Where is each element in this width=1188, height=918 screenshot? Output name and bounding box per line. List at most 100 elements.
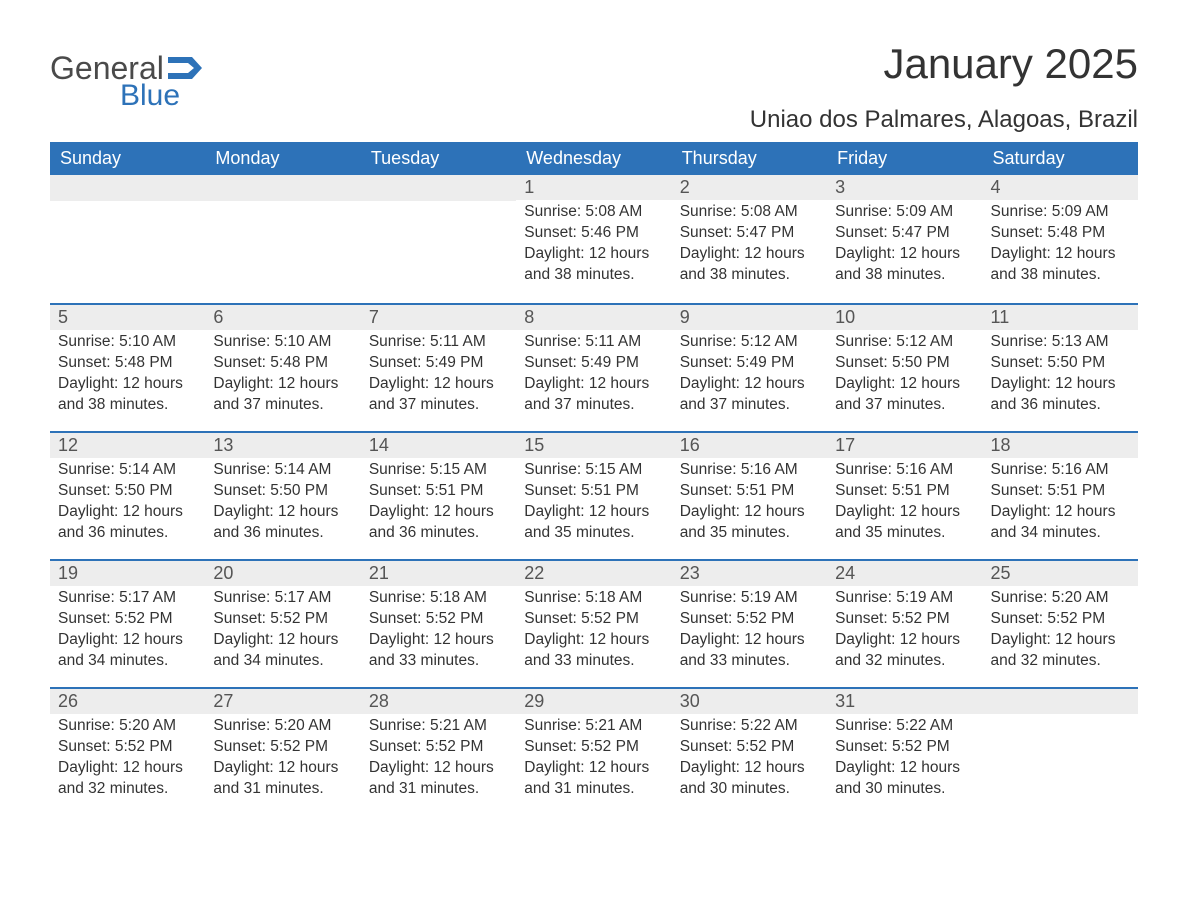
day-d1: Daylight: 12 hours <box>524 244 663 265</box>
day-ss: Sunset: 5:47 PM <box>835 223 974 244</box>
calendar-cell: 7Sunrise: 5:11 AMSunset: 5:49 PMDaylight… <box>361 303 516 431</box>
day-body: Sunrise: 5:18 AMSunset: 5:52 PMDaylight:… <box>361 586 516 680</box>
day-d1: Daylight: 12 hours <box>680 758 819 779</box>
day-d1: Daylight: 12 hours <box>680 502 819 523</box>
day-sr: Sunrise: 5:17 AM <box>213 588 352 609</box>
calendar-cell: 2Sunrise: 5:08 AMSunset: 5:47 PMDaylight… <box>672 175 827 303</box>
day-d2: and 38 minutes. <box>991 265 1130 286</box>
day-d2: and 34 minutes. <box>991 523 1130 544</box>
calendar-cell <box>361 175 516 303</box>
day-number <box>983 687 1138 714</box>
day-number: 24 <box>827 559 982 586</box>
calendar-cell: 25Sunrise: 5:20 AMSunset: 5:52 PMDayligh… <box>983 559 1138 687</box>
day-d1: Daylight: 12 hours <box>213 758 352 779</box>
day-d2: and 38 minutes. <box>58 395 197 416</box>
day-number: 15 <box>516 431 671 458</box>
calendar-cell: 29Sunrise: 5:21 AMSunset: 5:52 PMDayligh… <box>516 687 671 815</box>
calendar-body: 1Sunrise: 5:08 AMSunset: 5:46 PMDaylight… <box>50 175 1138 815</box>
day-ss: Sunset: 5:52 PM <box>369 609 508 630</box>
day-d2: and 37 minutes. <box>213 395 352 416</box>
calendar-cell: 16Sunrise: 5:16 AMSunset: 5:51 PMDayligh… <box>672 431 827 559</box>
day-number: 7 <box>361 303 516 330</box>
day-body: Sunrise: 5:15 AMSunset: 5:51 PMDaylight:… <box>361 458 516 552</box>
calendar-table: SundayMondayTuesdayWednesdayThursdayFrid… <box>50 142 1138 815</box>
calendar-cell: 10Sunrise: 5:12 AMSunset: 5:50 PMDayligh… <box>827 303 982 431</box>
day-d1: Daylight: 12 hours <box>524 374 663 395</box>
day-number: 3 <box>827 175 982 200</box>
day-d1: Daylight: 12 hours <box>524 758 663 779</box>
day-number: 5 <box>50 303 205 330</box>
day-sr: Sunrise: 5:10 AM <box>213 332 352 353</box>
day-number: 16 <box>672 431 827 458</box>
day-d1: Daylight: 12 hours <box>369 758 508 779</box>
day-number: 27 <box>205 687 360 714</box>
day-number: 30 <box>672 687 827 714</box>
day-number: 26 <box>50 687 205 714</box>
day-sr: Sunrise: 5:12 AM <box>835 332 974 353</box>
day-ss: Sunset: 5:51 PM <box>369 481 508 502</box>
day-ss: Sunset: 5:52 PM <box>991 609 1130 630</box>
calendar-week-row: 19Sunrise: 5:17 AMSunset: 5:52 PMDayligh… <box>50 559 1138 687</box>
day-sr: Sunrise: 5:22 AM <box>835 716 974 737</box>
day-body: Sunrise: 5:14 AMSunset: 5:50 PMDaylight:… <box>205 458 360 552</box>
day-number: 18 <box>983 431 1138 458</box>
day-ss: Sunset: 5:50 PM <box>835 353 974 374</box>
day-ss: Sunset: 5:52 PM <box>58 737 197 758</box>
day-d2: and 35 minutes. <box>524 523 663 544</box>
day-d1: Daylight: 12 hours <box>58 374 197 395</box>
day-sr: Sunrise: 5:12 AM <box>680 332 819 353</box>
day-ss: Sunset: 5:46 PM <box>524 223 663 244</box>
day-number <box>361 175 516 201</box>
day-sr: Sunrise: 5:15 AM <box>524 460 663 481</box>
day-body: Sunrise: 5:08 AMSunset: 5:47 PMDaylight:… <box>672 200 827 294</box>
day-number: 31 <box>827 687 982 714</box>
weekday-header: Tuesday <box>361 142 516 175</box>
day-sr: Sunrise: 5:19 AM <box>835 588 974 609</box>
day-d2: and 36 minutes. <box>58 523 197 544</box>
day-number: 14 <box>361 431 516 458</box>
day-sr: Sunrise: 5:16 AM <box>991 460 1130 481</box>
day-d1: Daylight: 12 hours <box>680 374 819 395</box>
day-d2: and 36 minutes. <box>213 523 352 544</box>
day-d1: Daylight: 12 hours <box>524 502 663 523</box>
day-d2: and 32 minutes. <box>58 779 197 800</box>
day-d1: Daylight: 12 hours <box>58 502 197 523</box>
calendar-cell: 17Sunrise: 5:16 AMSunset: 5:51 PMDayligh… <box>827 431 982 559</box>
day-d1: Daylight: 12 hours <box>369 630 508 651</box>
day-d2: and 38 minutes. <box>680 265 819 286</box>
day-sr: Sunrise: 5:11 AM <box>524 332 663 353</box>
day-body: Sunrise: 5:21 AMSunset: 5:52 PMDaylight:… <box>516 714 671 808</box>
day-d1: Daylight: 12 hours <box>991 374 1130 395</box>
day-ss: Sunset: 5:48 PM <box>58 353 197 374</box>
day-d1: Daylight: 12 hours <box>369 502 508 523</box>
day-d2: and 30 minutes. <box>835 779 974 800</box>
day-ss: Sunset: 5:52 PM <box>680 737 819 758</box>
day-body <box>983 714 1138 724</box>
day-d1: Daylight: 12 hours <box>835 758 974 779</box>
month-title: January 2025 <box>750 40 1138 88</box>
day-d1: Daylight: 12 hours <box>213 630 352 651</box>
day-number: 11 <box>983 303 1138 330</box>
day-d1: Daylight: 12 hours <box>58 630 197 651</box>
day-d1: Daylight: 12 hours <box>991 244 1130 265</box>
logo: General Blue <box>50 40 202 113</box>
calendar-cell: 11Sunrise: 5:13 AMSunset: 5:50 PMDayligh… <box>983 303 1138 431</box>
day-d2: and 36 minutes. <box>369 523 508 544</box>
day-number: 4 <box>983 175 1138 200</box>
day-sr: Sunrise: 5:09 AM <box>991 202 1130 223</box>
calendar-cell: 24Sunrise: 5:19 AMSunset: 5:52 PMDayligh… <box>827 559 982 687</box>
day-sr: Sunrise: 5:10 AM <box>58 332 197 353</box>
day-d1: Daylight: 12 hours <box>835 630 974 651</box>
calendar-cell: 19Sunrise: 5:17 AMSunset: 5:52 PMDayligh… <box>50 559 205 687</box>
day-d1: Daylight: 12 hours <box>213 502 352 523</box>
day-body: Sunrise: 5:10 AMSunset: 5:48 PMDaylight:… <box>205 330 360 424</box>
day-number: 1 <box>516 175 671 200</box>
day-body: Sunrise: 5:17 AMSunset: 5:52 PMDaylight:… <box>50 586 205 680</box>
day-body: Sunrise: 5:16 AMSunset: 5:51 PMDaylight:… <box>827 458 982 552</box>
day-number: 25 <box>983 559 1138 586</box>
weekday-header-row: SundayMondayTuesdayWednesdayThursdayFrid… <box>50 142 1138 175</box>
day-number <box>205 175 360 201</box>
day-sr: Sunrise: 5:20 AM <box>58 716 197 737</box>
day-sr: Sunrise: 5:18 AM <box>369 588 508 609</box>
day-body: Sunrise: 5:12 AMSunset: 5:50 PMDaylight:… <box>827 330 982 424</box>
